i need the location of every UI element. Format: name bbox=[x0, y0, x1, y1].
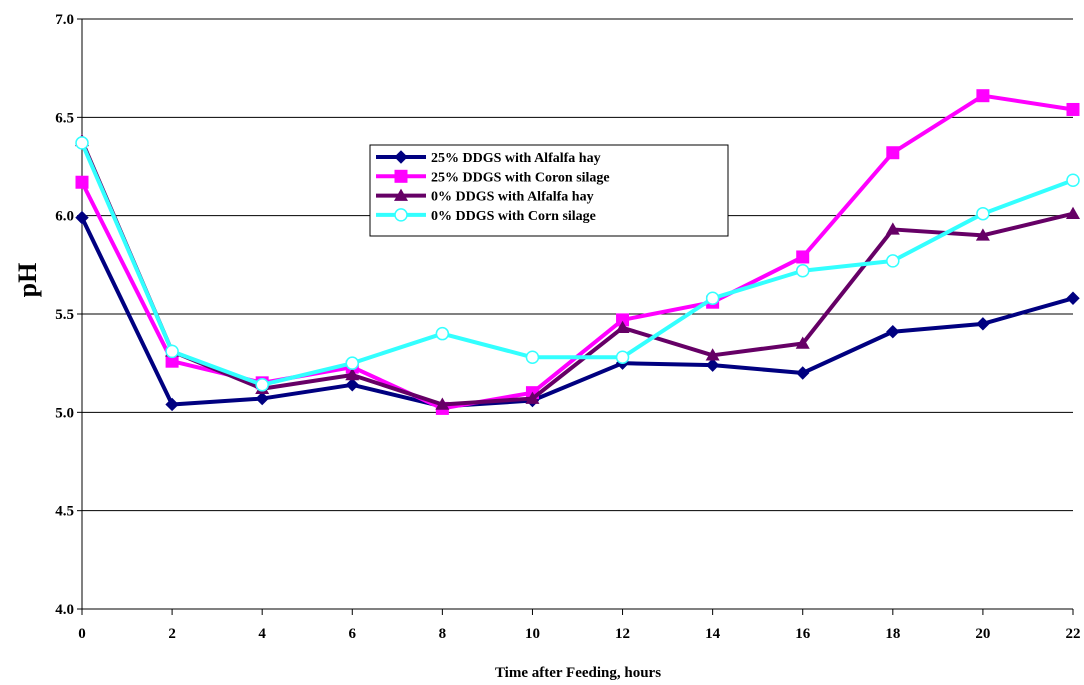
gridlines bbox=[82, 18, 1073, 512]
y-tick-label: 7.0 bbox=[55, 12, 74, 28]
data-point bbox=[255, 378, 269, 392]
legend-label: 25% DDGS with Coron silage bbox=[431, 170, 610, 185]
y-tick-label: 6.5 bbox=[55, 110, 74, 126]
legend-swatch-marker bbox=[394, 208, 408, 222]
legend-swatch-marker bbox=[394, 169, 408, 183]
series-line bbox=[80, 142, 1074, 387]
x-tick-label: 6 bbox=[349, 626, 357, 642]
data-point bbox=[795, 336, 810, 349]
legend-label: 25% DDGS with Alfalfa hay bbox=[431, 151, 601, 166]
data-point bbox=[795, 263, 810, 278]
x-tick-label: 8 bbox=[439, 626, 447, 642]
data-point bbox=[705, 348, 720, 361]
x-tick-label: 22 bbox=[1066, 626, 1081, 642]
legend-swatch-marker bbox=[394, 150, 408, 164]
data-point bbox=[1066, 102, 1080, 116]
data-point bbox=[615, 320, 630, 334]
data-point bbox=[885, 222, 900, 235]
x-tick-label: 16 bbox=[795, 626, 811, 642]
data-point bbox=[976, 317, 990, 331]
x-tick-label: 10 bbox=[525, 626, 540, 642]
series-2 bbox=[75, 89, 1080, 415]
data-point bbox=[525, 391, 540, 404]
data-point bbox=[165, 344, 179, 359]
data-point bbox=[525, 350, 540, 365]
y-tick-label: 6.0 bbox=[55, 209, 74, 225]
x-tick-label: 18 bbox=[885, 626, 900, 642]
legend-item: 0% DDGS with Corn silage bbox=[376, 208, 596, 224]
data-point bbox=[975, 228, 990, 241]
data-point bbox=[1066, 291, 1080, 305]
data-point bbox=[255, 391, 269, 406]
x-tick-label: 14 bbox=[705, 626, 721, 642]
data-point bbox=[1066, 206, 1080, 219]
legend-label: 0% DDGS with Corn silage bbox=[431, 209, 596, 224]
data-point bbox=[435, 326, 450, 341]
data-point bbox=[345, 367, 360, 381]
y-axis-title: pH bbox=[13, 263, 42, 298]
axes bbox=[77, 18, 1074, 615]
series-layer bbox=[75, 89, 1080, 415]
data-point bbox=[976, 206, 990, 221]
legend-swatch-marker bbox=[394, 188, 408, 201]
legend: 25% DDGS with Alfalfa hay 25% DDGS with C… bbox=[369, 144, 729, 237]
data-point bbox=[345, 356, 360, 370]
y-tick-label: 5.5 bbox=[55, 307, 74, 323]
x-tick-labels: 0 2 4 6 8 10 12 14 16 18 20 22 bbox=[78, 626, 1080, 642]
data-point bbox=[1066, 173, 1080, 188]
data-point bbox=[75, 210, 89, 225]
x-axis-title: Time after Feeding, hours bbox=[495, 665, 661, 681]
data-point bbox=[705, 291, 720, 306]
x-tick-label: 2 bbox=[168, 626, 176, 642]
y-tick-label: 4.5 bbox=[55, 504, 74, 520]
data-point bbox=[886, 254, 900, 268]
data-point bbox=[796, 250, 810, 264]
data-point bbox=[886, 324, 900, 339]
data-point bbox=[886, 146, 900, 160]
x-tick-label: 12 bbox=[615, 626, 630, 642]
y-tick-label: 4.0 bbox=[55, 602, 74, 618]
y-tick-label: 5.0 bbox=[55, 405, 74, 421]
data-point bbox=[616, 313, 630, 327]
data-point bbox=[165, 397, 179, 412]
series-line bbox=[80, 140, 1074, 407]
data-point bbox=[165, 354, 179, 368]
x-tick-label: 20 bbox=[975, 626, 990, 642]
data-point bbox=[976, 89, 990, 103]
series-4 bbox=[75, 136, 1080, 392]
data-point bbox=[796, 366, 810, 380]
data-point bbox=[75, 136, 89, 150]
x-tick-label: 4 bbox=[258, 626, 266, 642]
legend-box bbox=[369, 144, 729, 237]
data-point bbox=[705, 358, 720, 372]
data-point bbox=[435, 397, 450, 410]
x-tick-label: 0 bbox=[78, 626, 86, 642]
data-point bbox=[615, 350, 630, 365]
legend-label: 0% DDGS with Alfalfa hay bbox=[431, 190, 594, 205]
legend-item: 25% DDGS with Coron silage bbox=[376, 169, 610, 185]
data-point bbox=[75, 175, 89, 189]
y-tick-labels: 4.0 4.5 5.0 5.5 6.0 6.5 7.0 bbox=[55, 12, 74, 618]
series-line bbox=[80, 216, 1074, 409]
legend-item: 25% DDGS with Alfalfa hay bbox=[376, 150, 601, 166]
legend-item: 0% DDGS with Alfalfa hay bbox=[376, 188, 594, 205]
data-point bbox=[345, 378, 359, 392]
